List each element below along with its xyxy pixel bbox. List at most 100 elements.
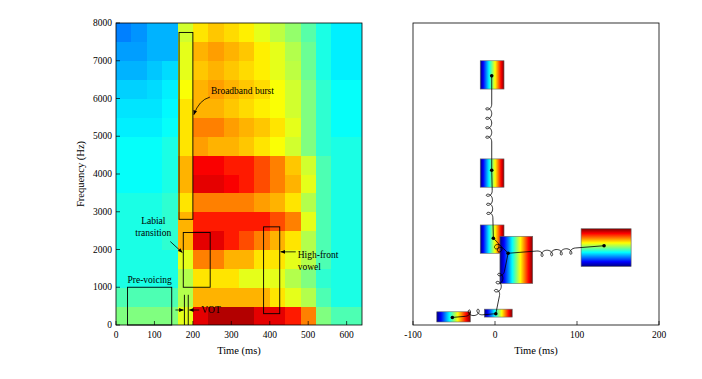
heatmap-cell — [131, 42, 147, 61]
heatmap-cell — [270, 268, 286, 287]
heatmap-cell — [239, 174, 255, 193]
heatmap-cell — [270, 193, 286, 212]
heatmap-cell — [285, 193, 301, 212]
node-box — [581, 229, 631, 267]
node-box — [500, 236, 533, 283]
heatmap-cell — [193, 99, 209, 118]
heatmap-cell — [224, 117, 240, 136]
heatmap-cell — [347, 174, 362, 193]
heatmap-cell — [116, 99, 132, 118]
heatmap-cell — [193, 287, 209, 306]
heatmap-cell — [131, 136, 147, 155]
heatmap-cell — [193, 136, 209, 155]
heatmap-cell — [193, 23, 209, 42]
heatmap-cell — [116, 80, 132, 99]
heatmap-cell — [285, 23, 301, 42]
heatmap-cell — [301, 231, 317, 250]
x-tick — [495, 321, 496, 325]
heatmap-cell — [316, 23, 332, 42]
x-tick — [269, 321, 270, 325]
heatmap-cell — [116, 174, 132, 193]
heatmap-cell — [131, 61, 147, 80]
heatmap-cell — [270, 212, 286, 231]
x-tick — [116, 321, 117, 325]
annotation-arrow — [189, 310, 199, 311]
heatmap-cell — [116, 250, 132, 269]
heatmap-cell — [178, 80, 194, 99]
heatmap-cell — [285, 61, 301, 80]
label-line: transition — [135, 228, 171, 238]
heatmap-cell — [347, 80, 362, 99]
heatmap-cell — [285, 155, 301, 174]
heatmap-cell — [331, 99, 347, 118]
y-axis-title: Frequency (Hz) — [75, 140, 87, 207]
heatmap-cell — [254, 61, 270, 80]
heatmap-cell — [193, 174, 209, 193]
heatmap-cell — [131, 117, 147, 136]
heatmap-cell — [178, 174, 194, 193]
node-point — [451, 316, 455, 320]
heatmap-cell — [162, 193, 178, 212]
heatmap-cell — [270, 306, 286, 325]
heatmap-cell — [331, 193, 347, 212]
node-point — [492, 236, 496, 240]
heatmap-cell — [116, 306, 132, 325]
heatmap-cell — [224, 174, 240, 193]
heatmap-cell — [162, 136, 178, 155]
heatmap-cell — [131, 99, 147, 118]
heatmap-cell — [347, 212, 362, 231]
heatmap-cell — [116, 287, 132, 306]
annotation-label: High-frontvowel — [298, 250, 339, 272]
heatmap-cell — [301, 136, 317, 155]
x-tick-label: 400 — [263, 330, 278, 340]
heatmap-cell — [270, 99, 286, 118]
heatmap-cell — [270, 287, 286, 306]
heatmap-cell — [208, 250, 224, 269]
heatmap-cell — [178, 231, 194, 250]
x-tick-label: 100 — [570, 330, 585, 340]
heatmap-cell — [331, 23, 347, 42]
y-tick — [116, 98, 120, 99]
heatmap-cell — [331, 306, 347, 325]
heatmap-cell — [178, 212, 194, 231]
heatmap-cell — [208, 268, 224, 287]
annotation-box — [128, 287, 172, 325]
heatmap-cell — [347, 61, 362, 80]
heatmap-cell — [285, 80, 301, 99]
heatmap-cell — [301, 99, 317, 118]
heatmap-cell — [316, 136, 332, 155]
heatmap-cell — [193, 117, 209, 136]
node-point — [490, 168, 494, 172]
heatmap-cell — [224, 61, 240, 80]
heatmap-cell — [270, 250, 286, 269]
heatmap-cell — [347, 306, 362, 325]
heatmap-cell — [131, 23, 147, 42]
heatmap-cell — [224, 23, 240, 42]
x-tick — [154, 321, 155, 325]
annotation-label: VOT — [201, 305, 221, 315]
heatmap-cell — [285, 212, 301, 231]
heatmap-cell — [316, 117, 332, 136]
heatmap-cell — [270, 231, 286, 250]
heatmap-cell — [270, 42, 286, 61]
heatmap-cell — [131, 155, 147, 174]
heatmap-cell — [285, 99, 301, 118]
heatmap-cell — [347, 23, 362, 42]
heatmap-cell — [162, 61, 178, 80]
annotation-box — [264, 227, 280, 314]
heatmap-cell — [193, 212, 209, 231]
heatmap-cell — [301, 61, 317, 80]
plot-frame — [413, 23, 659, 325]
heatmap-cell — [239, 287, 255, 306]
heatmap-cell — [116, 193, 132, 212]
x-tick-label: 0 — [493, 330, 498, 340]
y-tick-label: 3000 — [93, 207, 112, 217]
heatmap-cell — [193, 250, 209, 269]
heatmap-cell — [270, 117, 286, 136]
heatmap-cell — [178, 136, 194, 155]
heatmap-cell — [147, 80, 163, 99]
heatmap-cell — [331, 42, 347, 61]
vot-line — [188, 295, 189, 325]
heatmap-cell — [224, 42, 240, 61]
heatmap-cell — [239, 23, 255, 42]
